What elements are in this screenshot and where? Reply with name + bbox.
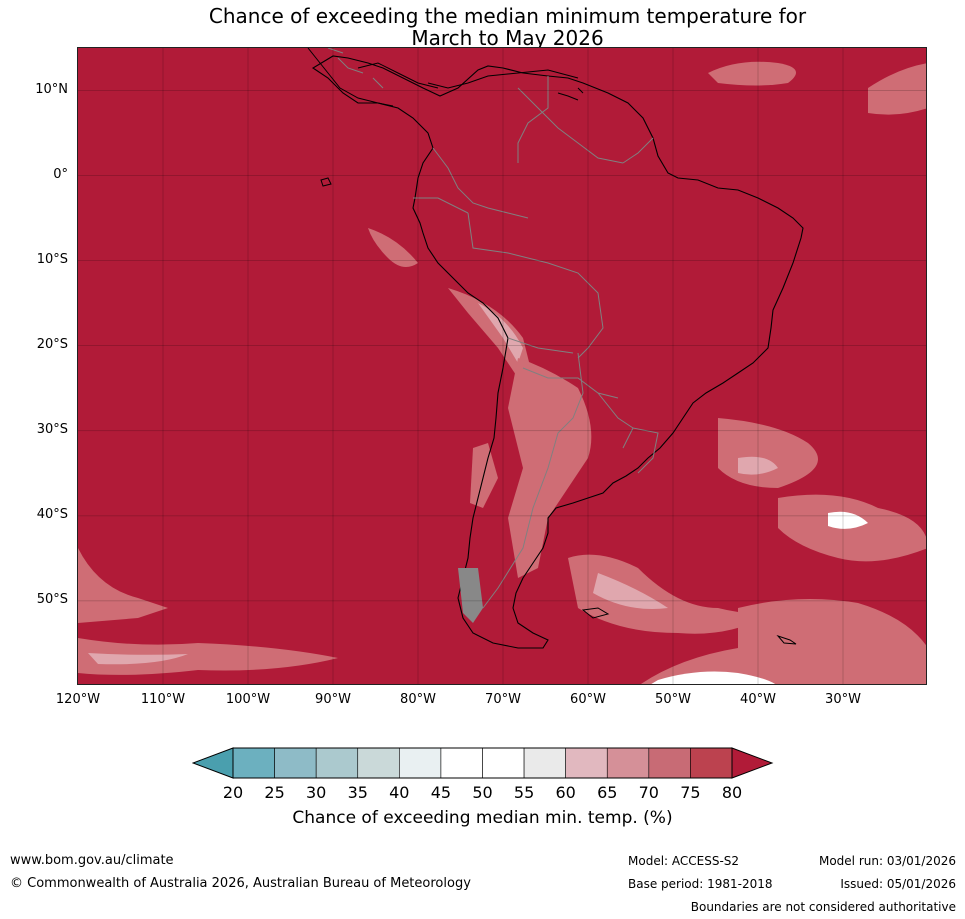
south-america: [311, 55, 804, 649]
colorbar-tick-45: 45: [430, 783, 452, 802]
colorbar-label: Chance of exceeding median min. temp. (%…: [292, 808, 673, 828]
colorbar: [192, 747, 774, 779]
colorbar-tick-60: 60: [555, 783, 576, 802]
colorbar-tick-20: 20: [222, 783, 244, 802]
issued-text: Issued: 05/01/2026: [840, 877, 956, 891]
model-text: Model: ACCESS-S2: [628, 854, 740, 868]
galapagos: [320, 177, 332, 187]
colorbar-segment: [232, 747, 275, 779]
colorbar-segment: [315, 747, 359, 779]
lat-label-30s: 30°S: [36, 422, 68, 437]
lat-label-10s: 10°S: [36, 252, 68, 267]
patch-south-band: [78, 638, 338, 675]
patch-south-band-light: [88, 653, 188, 665]
colorbar-frame: [232, 747, 733, 779]
colorbar-segment: [690, 747, 733, 779]
patch-southwest: [78, 548, 168, 623]
central-america-coastline: [307, 48, 584, 107]
colorbar-tick-25: 25: [264, 783, 285, 802]
country-borders: [413, 76, 659, 609]
lon-label-80w: 80°W: [400, 692, 436, 707]
colorbar-segment: [440, 747, 483, 779]
colorbar-segment: [399, 747, 442, 779]
model-run-text: Model run: 03/01/2026: [818, 854, 956, 868]
probability-patches: [78, 61, 926, 684]
patch-ne-right: [868, 63, 926, 115]
lon-label-60w: 60°W: [570, 692, 606, 707]
lon-label-90w: 90°W: [315, 692, 351, 707]
lat-label-40s: 40°S: [36, 507, 68, 522]
south-georgia: [776, 634, 797, 645]
colorbar-tick-50: 50: [472, 783, 493, 802]
patch-andes-light: [478, 303, 523, 363]
colorbar-segment: [482, 747, 525, 779]
patch-patagonia-light: [593, 573, 668, 609]
map-svg: [78, 48, 926, 684]
colorbar-tick-70: 70: [638, 783, 659, 802]
colorbar-tick-40: 40: [389, 783, 410, 802]
colorbar-segment: [648, 747, 691, 779]
colorbar-tick-75: 75: [680, 783, 701, 802]
website-link[interactable]: www.bom.gov.au/climate: [10, 853, 174, 868]
lon-label-120w: 120°W: [55, 692, 101, 707]
title-line-1: Chance of exceeding the median minimum t…: [208, 4, 807, 28]
patch-se-corner-white: [651, 671, 776, 684]
base-period-text: Base period: 1981-2018: [628, 877, 773, 891]
chart-title: Chance of exceeding the median minimum t…: [0, 5, 965, 49]
colorbar-right-arrow: [731, 747, 774, 779]
patch-andes: [448, 288, 533, 378]
copyright-text: © Commonwealth of Australia 2026, Austra…: [10, 876, 471, 891]
colorbar-segment: [565, 747, 608, 779]
lon-label-50w: 50°W: [655, 692, 691, 707]
colorbar-tick-35: 35: [347, 783, 368, 802]
colorbar-tick-55: 55: [513, 783, 535, 802]
forecast-map: [77, 47, 927, 685]
patch-south-atlantic-white: [828, 511, 868, 529]
patch-atlantic-east-light: [738, 456, 778, 475]
colorbar-segment: [606, 747, 650, 779]
falkland-islands: [581, 607, 610, 619]
colorbar-segment: [523, 747, 566, 779]
central-america: [307, 48, 584, 187]
colorbar-tick-65: 65: [597, 783, 618, 802]
patch-peru-coast: [368, 228, 418, 267]
lat-label-10n: 10°N: [35, 82, 68, 97]
graticule: [78, 48, 926, 684]
south-america-coastline: [311, 55, 804, 649]
patch-se-corner: [641, 599, 926, 684]
title-line-2: March to May 2026: [411, 26, 604, 50]
colorbar-tick-30: 30: [306, 783, 327, 802]
patch-patagonia: [568, 554, 778, 634]
tierra-del-fuego-fill: [458, 568, 483, 623]
lon-label-100w: 100°W: [225, 692, 271, 707]
lon-label-40w: 40°W: [740, 692, 776, 707]
lat-label-50s: 50°S: [36, 592, 68, 607]
map-background: [78, 48, 926, 684]
lon-label-110w: 110°W: [140, 692, 186, 707]
lon-label-30w: 30°W: [825, 692, 861, 707]
colorbar-segments: [232, 747, 733, 779]
patch-ne-corner: [708, 61, 796, 86]
colorbar-segment: [357, 747, 400, 779]
colorbar-segment: [274, 747, 317, 779]
lat-label-0: 0°: [53, 167, 68, 182]
disclaimer-text: Boundaries are not considered authoritat…: [690, 900, 956, 914]
colorbar-left-arrow: [192, 747, 234, 779]
lat-label-20s: 20°S: [36, 337, 68, 352]
lon-label-70w: 70°W: [485, 692, 521, 707]
central-america-borders: [327, 48, 384, 89]
colorbar-tick-80: 80: [721, 783, 743, 802]
